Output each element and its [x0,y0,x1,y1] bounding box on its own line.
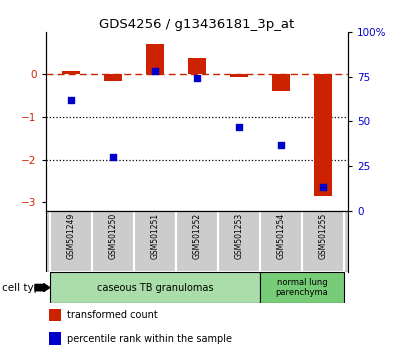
Bar [134,211,176,272]
Bar [302,211,344,272]
Point [110,154,116,160]
Bar [187,58,207,74]
Bar [92,211,134,272]
Bar [49,332,61,345]
Bar [103,74,123,81]
Text: GSM501253: GSM501253 [234,212,244,259]
Point [68,97,74,103]
Bar [218,211,260,272]
Title: GDS4256 / g13436181_3p_at: GDS4256 / g13436181_3p_at [100,18,295,31]
Bar [49,309,61,321]
Text: GSM501252: GSM501252 [193,212,201,259]
Bar [50,272,260,303]
Bar [260,211,302,272]
Bar [314,74,332,196]
Point [236,124,242,130]
Point [152,68,158,74]
Point [194,75,200,81]
Text: GSM501250: GSM501250 [109,212,117,259]
Bar [176,211,218,272]
Text: GSM501255: GSM501255 [318,212,328,259]
Bar [146,44,164,74]
Bar [62,71,80,74]
Bar [50,211,92,272]
Bar [271,74,291,91]
Text: GSM501254: GSM501254 [277,212,285,259]
Text: caseous TB granulomas: caseous TB granulomas [97,282,213,292]
Text: percentile rank within the sample: percentile rank within the sample [67,333,232,344]
Text: transformed count: transformed count [67,310,158,320]
Bar [260,272,344,303]
Bar [230,74,248,76]
Text: cell type: cell type [2,282,47,292]
Text: normal lung
parenchyma: normal lung parenchyma [276,278,328,297]
Text: GSM501249: GSM501249 [66,212,76,259]
Point [320,185,326,190]
Text: GSM501251: GSM501251 [150,212,160,259]
Point [278,142,284,147]
